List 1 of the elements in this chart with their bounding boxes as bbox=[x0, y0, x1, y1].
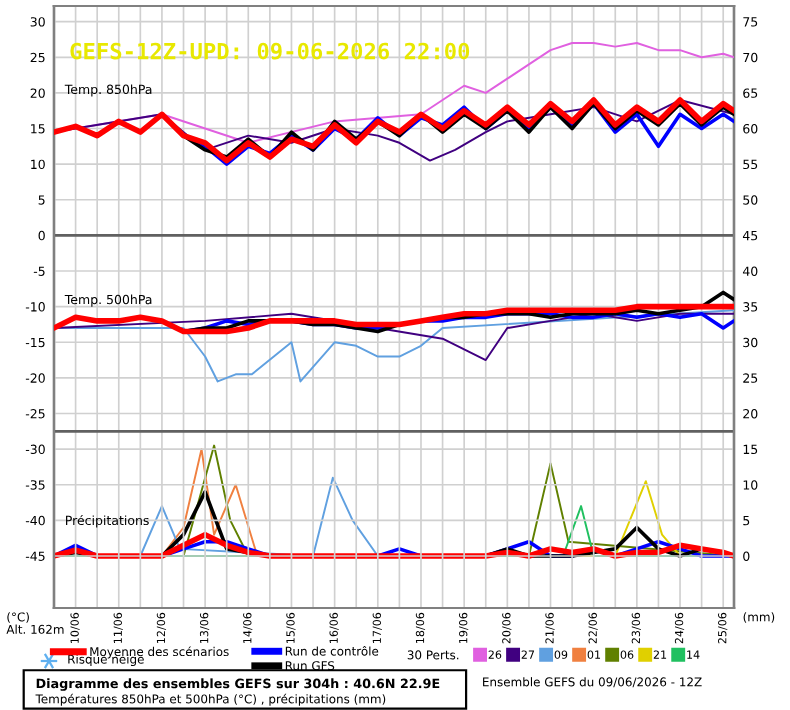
text: GEFS-12Z-UPD: 09-06-2026 22:00 bbox=[70, 42, 470, 60]
